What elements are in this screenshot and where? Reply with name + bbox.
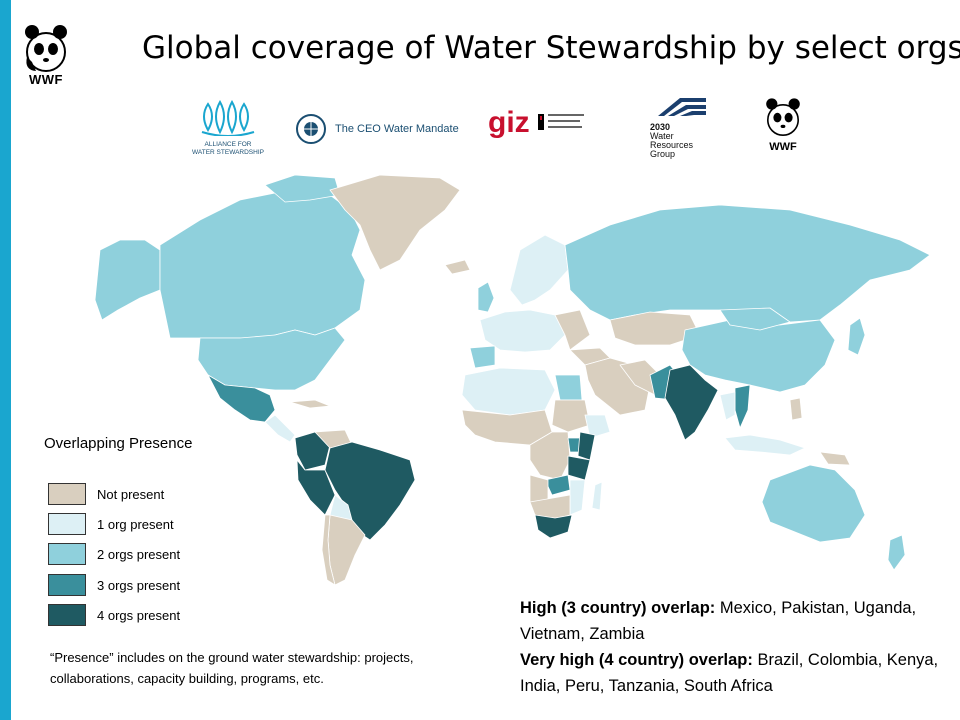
country-central-america: [264, 414, 296, 443]
legend-label: 4 orgs present: [97, 608, 181, 623]
country-peru: [296, 459, 336, 516]
country-ethiopia: [584, 414, 611, 439]
very-high-overlap-label: Very high (4 country) overlap:: [520, 651, 753, 669]
country-greenland: [329, 174, 461, 271]
country-new-zealand: [887, 534, 906, 571]
water-drops-icon: [201, 99, 255, 137]
country-russia: [564, 204, 931, 323]
aws-line-2: WATER STEWARDSHIP: [192, 149, 264, 156]
ceo-water-mandate-text: The CEO Water Mandate: [335, 123, 459, 135]
very-high-overlap-line: Very high (4 country) overlap: Brazil, C…: [520, 647, 940, 699]
high-overlap-countries: Mexico, Pakistan, Uganda, Vietnam, Zambi…: [520, 599, 917, 643]
country-mexico: [207, 374, 276, 423]
country-spain: [469, 345, 496, 369]
legend-swatch: [48, 483, 86, 505]
partner-logo-giz: giz: [488, 106, 588, 146]
country-south-africa: [534, 514, 573, 539]
country-papua-new-guinea: [819, 451, 851, 466]
wrg-line-1: 2030: [650, 122, 671, 132]
country-scandinavia: [509, 234, 569, 306]
country-canada: [159, 189, 366, 341]
panda-icon: [25, 25, 67, 72]
country-mongolia: [719, 307, 791, 331]
country-australia: [761, 464, 866, 543]
high-overlap-line: High (3 country) overlap: Mexico, Pakist…: [520, 595, 940, 647]
country-north-africa: [461, 367, 556, 416]
un-global-compact-icon: [296, 114, 326, 144]
country-philippines: [789, 397, 803, 421]
sidebar-stripe: [0, 0, 11, 720]
wrg-line-3: Resources: [650, 140, 694, 150]
country-egypt: [554, 374, 583, 401]
country-sudan: [551, 399, 591, 433]
country-central-africa: [529, 431, 571, 481]
partner-logo-2030wrg: 2030 Water Resources Group: [650, 96, 710, 160]
overlap-summary: High (3 country) overlap: Mexico, Pakist…: [520, 595, 940, 699]
country-cuba: [289, 399, 331, 409]
country-japan: [847, 317, 866, 356]
high-overlap-label: High (3 country) overlap:: [520, 599, 716, 617]
presence-note: “Presence” includes on the ground water …: [50, 650, 414, 686]
wwf-logo: WWF: [22, 22, 72, 92]
country-madagascar: [591, 481, 603, 511]
country-indonesia: [724, 434, 806, 456]
country-iceland: [444, 259, 471, 275]
country-tanzania: [567, 455, 591, 481]
country-alaska: [94, 239, 161, 321]
legend-label: Not present: [97, 487, 165, 502]
country-europe-west: [479, 309, 566, 353]
partner-logo-wwf: WWF: [763, 96, 803, 154]
country-india: [664, 364, 719, 441]
german-eagle-icon: [538, 114, 584, 130]
wrg-line-4: Group: [650, 149, 676, 159]
country-uk: [477, 281, 495, 313]
country-chile: [321, 514, 336, 586]
legend-swatch: [48, 604, 86, 626]
legend-swatch: [48, 574, 86, 596]
world-map: [94, 174, 931, 586]
legend-label: 2 orgs present: [97, 547, 181, 562]
wwf-partner-text: WWF: [769, 141, 797, 153]
panda-icon: [766, 98, 800, 136]
country-zambia: [544, 474, 571, 496]
legend-label: 1 org present: [97, 517, 174, 532]
country-kenya: [577, 431, 596, 461]
partner-logo-aws: ALLIANCE FOR WATER STEWARDSHIP: [192, 99, 264, 160]
very-high-overlap-countries: Brazil, Colombia, Kenya, India, Peru, Ta…: [520, 651, 939, 695]
giz-text: giz: [488, 106, 530, 139]
country-mozambique: [569, 479, 586, 516]
wrg-line-2: Water: [650, 131, 674, 141]
country-vietnam: [734, 384, 751, 429]
country-angola: [529, 474, 549, 503]
country-thailand: [719, 391, 736, 421]
legend-title: Overlapping Presence: [44, 435, 193, 452]
legend-label: 3 orgs present: [97, 578, 181, 593]
partner-logo-ceo: The CEO Water Mandate: [295, 113, 459, 145]
country-brazil: [324, 441, 416, 541]
legend-swatch: [48, 543, 86, 565]
legend-swatch: [48, 513, 86, 535]
wwf-logo-text: WWF: [29, 72, 63, 87]
aws-line-1: ALLIANCE FOR: [204, 141, 252, 148]
country-china: [681, 319, 836, 393]
stripes-icon: [658, 98, 706, 116]
page-title: Global coverage of Water Stewardship by …: [142, 30, 960, 66]
country-east-europe: [554, 309, 591, 351]
